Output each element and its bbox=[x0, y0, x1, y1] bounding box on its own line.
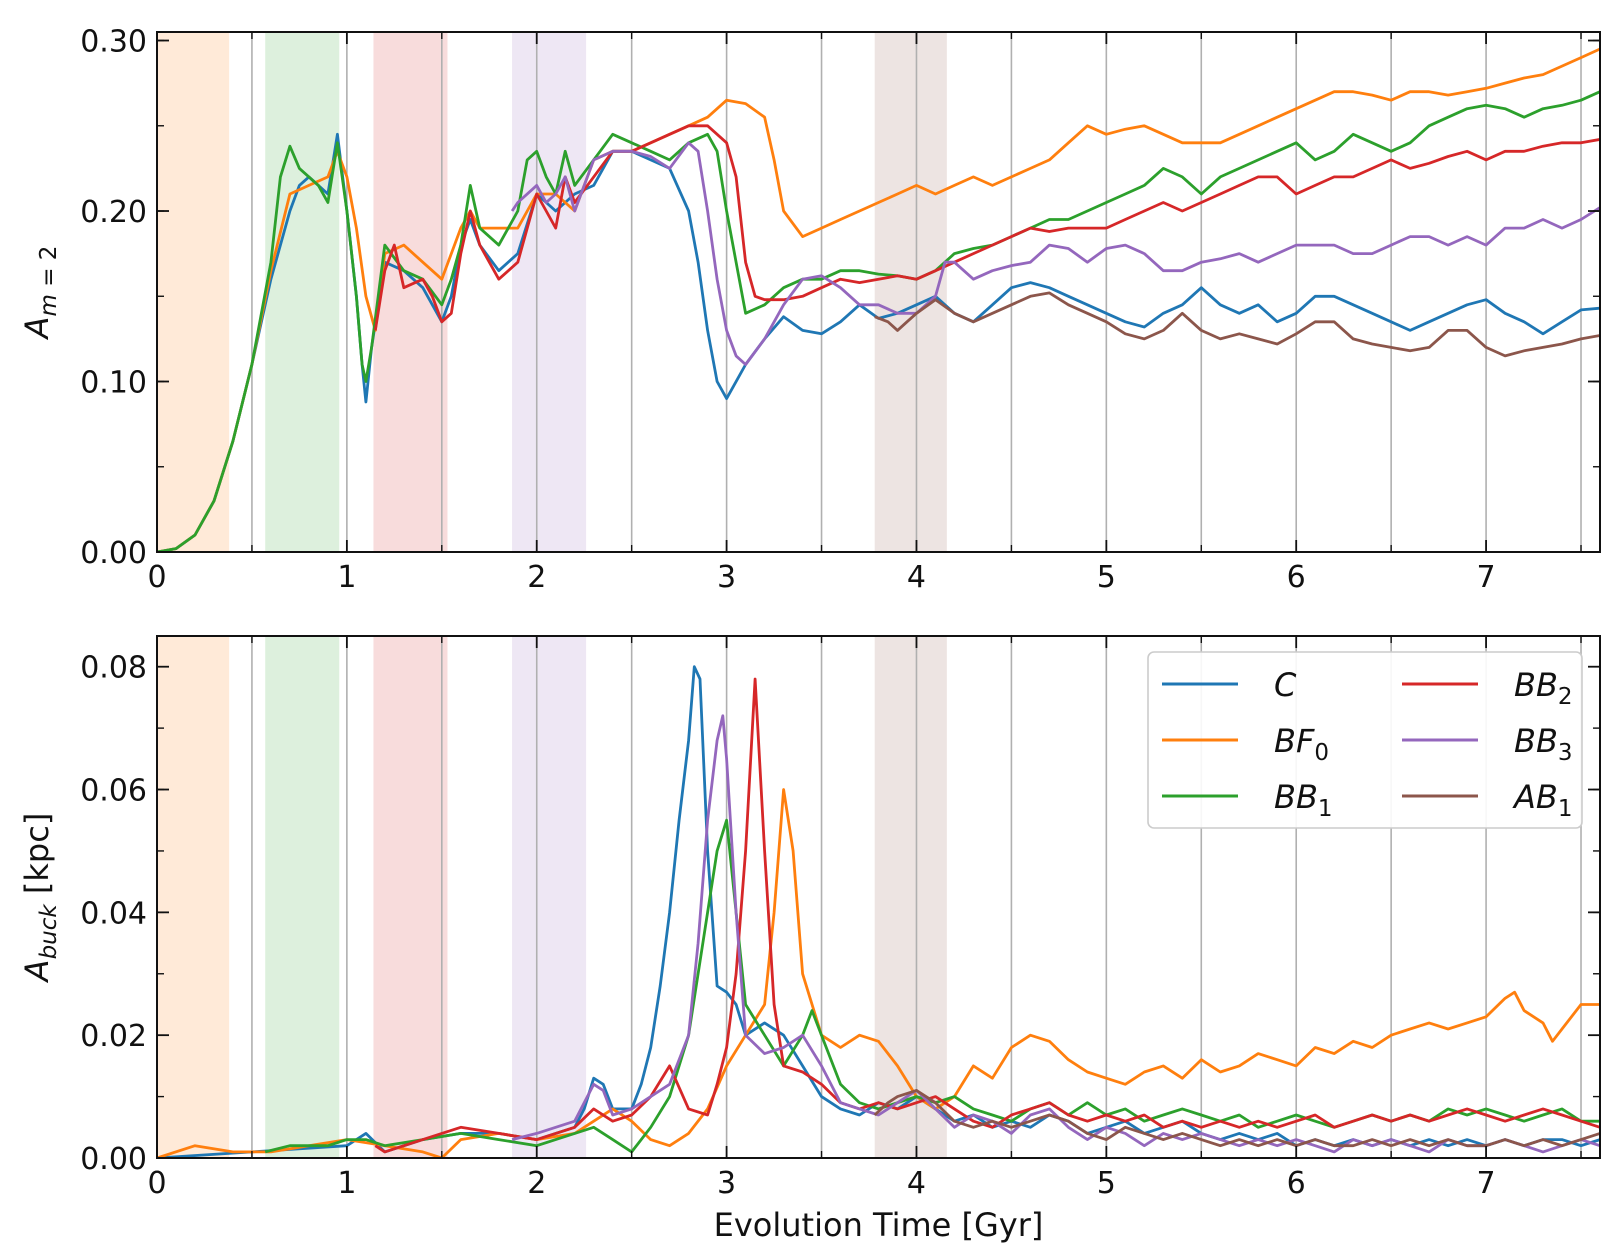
x-tick-label: 7 bbox=[1477, 1166, 1496, 1201]
x-tick-label: 0 bbox=[147, 560, 166, 595]
y-axis-label: Abuck [kpc] bbox=[18, 813, 62, 984]
shaded-band-3 bbox=[373, 32, 448, 552]
series-line-bb2 bbox=[373, 124, 1600, 331]
shaded-band-2 bbox=[265, 32, 340, 552]
x-tick-label: 6 bbox=[1287, 1166, 1306, 1201]
y-tick-label: 0.20 bbox=[80, 195, 147, 230]
x-tick-label: 3 bbox=[717, 1166, 736, 1201]
x-tick-label: 4 bbox=[907, 560, 926, 595]
legend-label: BB2 bbox=[1514, 666, 1573, 710]
x-tick-label: 1 bbox=[337, 1166, 356, 1201]
series-line-bb1 bbox=[157, 90, 1600, 552]
plot-frame bbox=[156, 635, 1601, 1159]
legend-label: BB1 bbox=[1274, 778, 1333, 822]
series-line-bb2 bbox=[374, 677, 1600, 1154]
y-tick-label: 0.30 bbox=[80, 25, 147, 60]
series-line-ab1 bbox=[873, 1089, 1600, 1148]
y-tick-label: 0.10 bbox=[80, 366, 147, 401]
y-tick-label: 0.06 bbox=[80, 774, 147, 809]
shaded-band-1 bbox=[157, 636, 230, 1158]
plot-frame bbox=[156, 31, 1601, 553]
series-line-bf0 bbox=[157, 788, 1600, 1158]
panel-top: 0 1 2 3 4 5 6 7 0.00 0.10 0.20 0.30 Am = 2 bbox=[18, 25, 1601, 595]
x-tick-label: 2 bbox=[527, 560, 546, 595]
x-tick-label: 1 bbox=[337, 560, 356, 595]
x-tick-label: 2 bbox=[527, 1166, 546, 1201]
legend-label: C bbox=[1274, 666, 1297, 704]
x-axis-label: Evolution Time [Gyr] bbox=[714, 1206, 1044, 1244]
x-tick-label: 4 bbox=[907, 1166, 926, 1201]
y-tick-label: 0.00 bbox=[80, 1142, 147, 1177]
legend-label: AB1 bbox=[1512, 778, 1572, 822]
series-line-bb3 bbox=[511, 714, 1600, 1154]
shaded-band-2 bbox=[265, 636, 340, 1158]
shaded-band-4 bbox=[512, 32, 587, 552]
x-tick-label: 5 bbox=[1097, 1166, 1116, 1201]
shaded-band-1 bbox=[157, 32, 230, 552]
shaded-band-4 bbox=[512, 636, 587, 1158]
series-line-bb3 bbox=[510, 141, 1600, 366]
y-axis-label: Am = 2 bbox=[18, 246, 62, 341]
x-tick-label: 0 bbox=[147, 1166, 166, 1201]
x-tick-label: 7 bbox=[1477, 560, 1496, 595]
x-tick-label: 5 bbox=[1097, 560, 1116, 595]
x-tick-label: 6 bbox=[1287, 560, 1306, 595]
series-line-bf0 bbox=[157, 47, 1600, 552]
shaded-band-5 bbox=[874, 32, 947, 552]
panel-bottom: 0 1 2 3 4 5 6 7 0.00 0.02 0.04 0.06 0.08 Abuck [kpc] E… bbox=[18, 635, 1601, 1244]
series-line-ab1 bbox=[874, 291, 1600, 358]
legend-box bbox=[1147, 651, 1583, 829]
y-tick-label: 0.04 bbox=[80, 896, 147, 931]
legend-label: BF0 bbox=[1274, 722, 1329, 766]
legend-label: BB3 bbox=[1514, 722, 1573, 766]
y-tick-label: 0.02 bbox=[80, 1019, 147, 1054]
y-tick-label: 0.00 bbox=[80, 536, 147, 571]
shaded-band-5 bbox=[874, 636, 947, 1158]
y-tick-label: 0.08 bbox=[80, 651, 147, 686]
shaded-band-3 bbox=[373, 636, 448, 1158]
x-tick-label: 3 bbox=[717, 560, 736, 595]
